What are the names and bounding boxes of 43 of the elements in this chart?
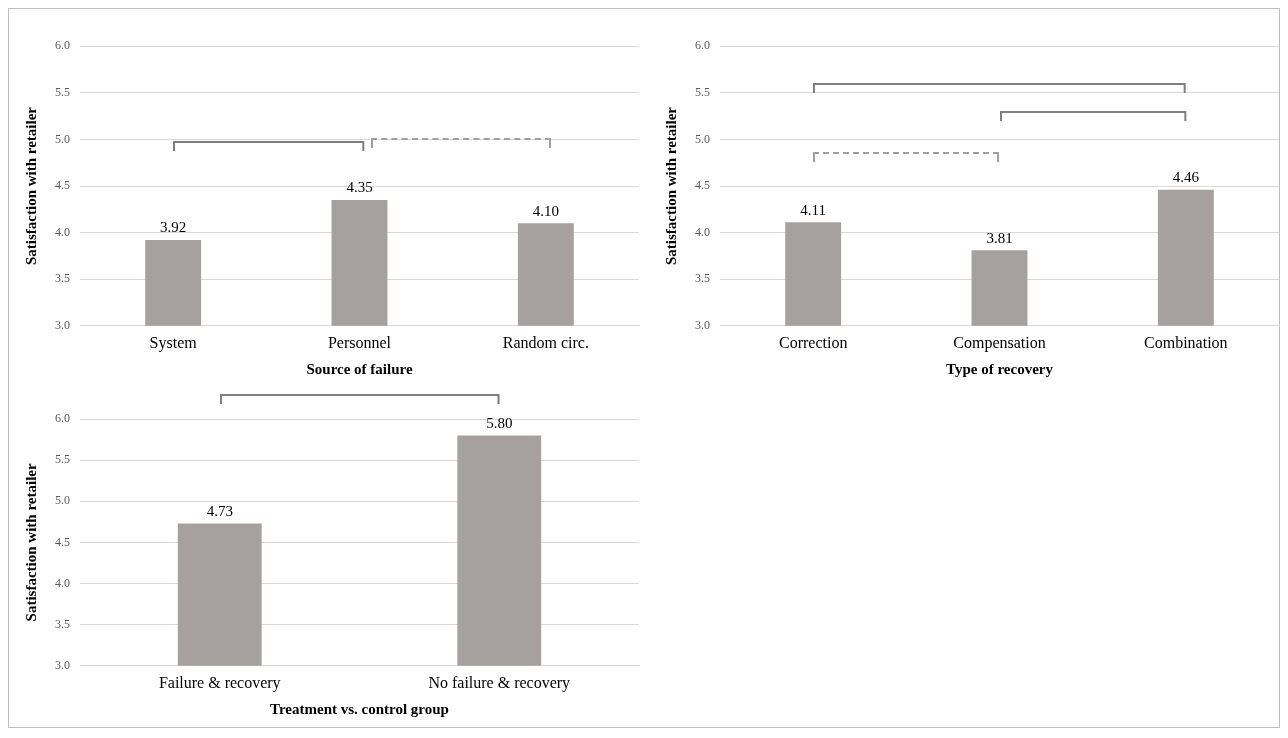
y-axis-title: Satisfaction with retailer <box>22 106 39 266</box>
y-axis-title: Satisfaction with retailer <box>22 463 39 622</box>
y-tick-label: 3.0 <box>55 657 70 672</box>
y-tick-label: 5.0 <box>55 131 70 146</box>
y-tick-label: 3.5 <box>55 616 70 631</box>
x-axis-title: Treatment vs. control group <box>270 700 449 717</box>
y-tick-label: 6.0 <box>55 411 70 426</box>
x-axis-title: Type of recovery <box>946 360 1054 377</box>
y-tick-label: 4.5 <box>55 178 70 193</box>
data-label: 5.80 <box>486 414 513 431</box>
y-tick-label: 4.0 <box>55 575 70 590</box>
y-tick-label: 4.0 <box>55 224 70 239</box>
y-tick-label: 6.0 <box>55 38 70 53</box>
x-tick-label: Compensation <box>953 333 1046 352</box>
y-tick-label: 5.5 <box>55 84 70 99</box>
data-label: 4.35 <box>346 179 373 196</box>
y-tick-label: 3.5 <box>695 271 710 286</box>
x-tick-label: Random circ. <box>502 333 589 351</box>
y-axis-title: Satisfaction with retailer <box>662 106 679 266</box>
y-tick-label: 3.5 <box>55 271 70 286</box>
x-tick-label: Failure & recovery <box>158 673 281 692</box>
y-tick-label: 4.5 <box>695 178 710 193</box>
data-label: 4.10 <box>532 202 559 219</box>
x-tick-label: System <box>149 333 198 352</box>
data-label: 4.73 <box>206 502 233 519</box>
data-label: 4.46 <box>1172 169 1200 186</box>
y-tick-label: 6.0 <box>695 38 710 53</box>
data-label: 3.81 <box>986 229 1013 246</box>
y-tick-label: 5.0 <box>695 131 710 146</box>
y-tick-label: 5.5 <box>55 452 70 467</box>
data-label: 4.11 <box>800 201 827 218</box>
data-label: 3.92 <box>160 219 187 236</box>
x-tick-label: No failure & recovery <box>428 673 571 692</box>
y-tick-label: 3.0 <box>55 317 70 332</box>
y-tick-label: 5.0 <box>55 493 70 508</box>
y-tick-label: 3.0 <box>695 317 710 332</box>
x-axis-title: Source of failure <box>306 360 413 377</box>
x-tick-label: Combination <box>1144 333 1228 351</box>
x-tick-label: Correction <box>778 333 848 351</box>
y-tick-label: 4.5 <box>55 534 70 549</box>
x-tick-label: Personnel <box>327 333 392 351</box>
y-tick-label: 5.5 <box>695 84 710 99</box>
y-tick-label: 4.0 <box>695 224 710 239</box>
